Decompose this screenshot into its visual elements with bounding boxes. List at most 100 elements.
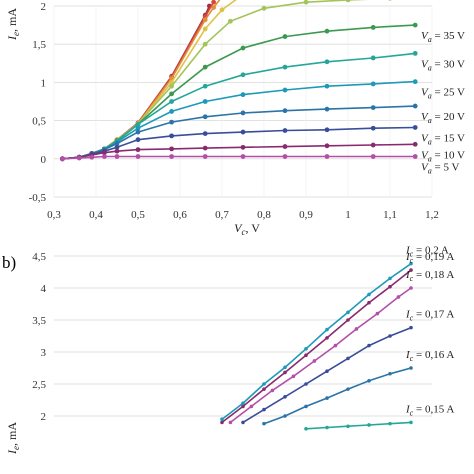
data-point-ic-0-16-a [346,387,350,391]
data-point-va-20-v [370,105,376,111]
data-point-va-5-v [412,154,418,159]
data-point-unlabeled [169,83,175,89]
chart-b: b) 22,533,544,5 Ic = 0,2 AIc = 0,19 A Ic … [2,245,454,455]
chart-b-panel-label: b) [2,253,16,272]
data-point-va-30-v [169,99,175,104]
series-line-ic-0-15-a [305,421,412,430]
data-point-unlabeled [228,18,233,24]
data-point-ic-0-18-a [270,388,275,393]
y-tick-label: 2 [41,411,47,423]
x-tick-label: 1,1 [383,209,397,221]
data-point-va-20-v [240,110,246,116]
series-label-ic-0-18-a: Ic = 0,18 A [405,269,454,283]
data-point-ic-0-19-a [220,420,224,425]
data-point-ic-0-19-a [241,404,245,409]
data-point-ic-0-17-a [283,395,287,399]
data-point-va-20-v [282,108,288,114]
data-point-ic-0-2-a [409,261,413,266]
series-line-ic-0-2-a [221,263,412,420]
series-label-ic-0-17-a: Ic = 0,17 A [405,309,454,323]
data-point-va-30-v [240,72,246,78]
data-point-va-10-v [324,143,330,149]
data-point-va-5-v [102,154,107,159]
data-point-ic-0-19-a [409,268,413,272]
data-point-unlabeled [211,0,216,5]
data-point-ic-0-18-a [354,327,359,331]
y-tick-label: -0,5 [29,192,47,204]
chart-b-y-tick-labels: 2 2,5 3 3,5 4 4,5 [32,251,46,423]
data-point-va-30-v [282,64,288,70]
data-point-ic-0-15-a [304,427,308,431]
data-point-va-5-v [135,154,141,159]
data-point-va-20-v [412,103,418,109]
data-point-ic-0-19-a [346,318,350,322]
data-point-va-20-v [135,129,141,135]
data-point-va-20-v [202,114,208,120]
chart-a-y-tick-labels: -0,5 0 0,5 1 1,5 2 [29,1,47,204]
series-line-ic-0-19-a [221,269,412,424]
series-line-unlabeled [62,0,237,160]
data-point-ic-0-2-a [304,347,308,351]
data-point-va-35-v [169,91,175,97]
data-point-ic-0-16-a [388,371,392,376]
data-point-ic-0-17-a [367,343,371,348]
data-point-va-20-v [169,119,175,125]
data-point-va-5-v [282,154,288,159]
data-point-va-35-v [412,22,418,28]
data-point-va-30-v [370,55,376,61]
data-point-va-10-v [370,142,376,148]
data-point-va-15-v [135,137,141,143]
data-point-va-15-v [282,128,288,133]
data-point-va-25-v [169,109,175,114]
data-point-unlabeled [211,5,217,10]
data-point-ic-0-17-a [262,407,266,412]
series-label-ic-0-19-a: Ic = 0,19 A [405,251,454,265]
data-point-ic-0-18-a [333,343,338,348]
chart-a-series-group [60,0,418,162]
y-tick-label: 0 [41,154,47,166]
data-point-va-10-v [412,141,418,147]
series-label-va-5-v: Va = 5 V [421,162,459,176]
data-point-va-15-v [370,125,376,131]
data-point-va-5-v [202,154,208,159]
data-point-va-35-v [202,64,208,70]
data-point-ic-0-18-a [409,286,413,290]
data-point-ic-0-2-a [367,292,371,297]
data-point-va-30-v [412,50,418,56]
series-label-ic-0-2-a: Ic = 0,2 A [405,245,449,259]
data-point-ic-0-2-a [346,310,350,315]
data-point-ic-0-15-a [409,420,413,425]
x-tick-label: 0,6 [173,209,187,221]
data-point-ic-0-18-a [312,359,317,363]
data-point-ic-0-18-a [249,404,254,409]
x-tick-label: 1,2 [425,209,439,221]
data-point-va-5-v [89,154,95,160]
data-point-va-5-v [324,154,330,159]
data-point-unlabeled [202,26,208,32]
y-tick-label: 3 [41,347,47,359]
data-point-ic-0-15-a [325,425,329,430]
data-point-va-15-v [324,127,330,133]
data-point-va-10-v [282,144,288,149]
data-point-va-20-v [114,141,120,146]
y-tick-label: 4 [41,283,47,295]
data-point-ic-0-16-a [325,396,329,400]
data-point-unlabeled [345,0,351,3]
data-point-ic-0-15-a [367,423,371,427]
data-point-va-15-v [169,133,175,139]
data-point-va-15-v [240,129,246,135]
x-tick-label: 0,9 [299,209,313,221]
series-line-ic-0-16-a [263,367,412,425]
data-point-va-30-v [324,59,330,65]
data-point-ic-0-19-a [367,300,371,305]
data-point-va-15-v [412,125,418,130]
series-label-va-30-v: Va = 30 V [421,58,465,72]
data-point-va-5-v [240,154,246,159]
data-point-ic-0-19-a [388,284,392,289]
data-point-va-25-v [370,81,376,87]
y-tick-label: 1 [41,77,47,89]
chart-a-x-axis-label: Vc, V [234,221,260,237]
data-point-unlabeled [303,0,309,5]
series-label-va-10-v: Va = 10 V [421,149,465,163]
data-point-ic-0-18-a [228,420,233,425]
